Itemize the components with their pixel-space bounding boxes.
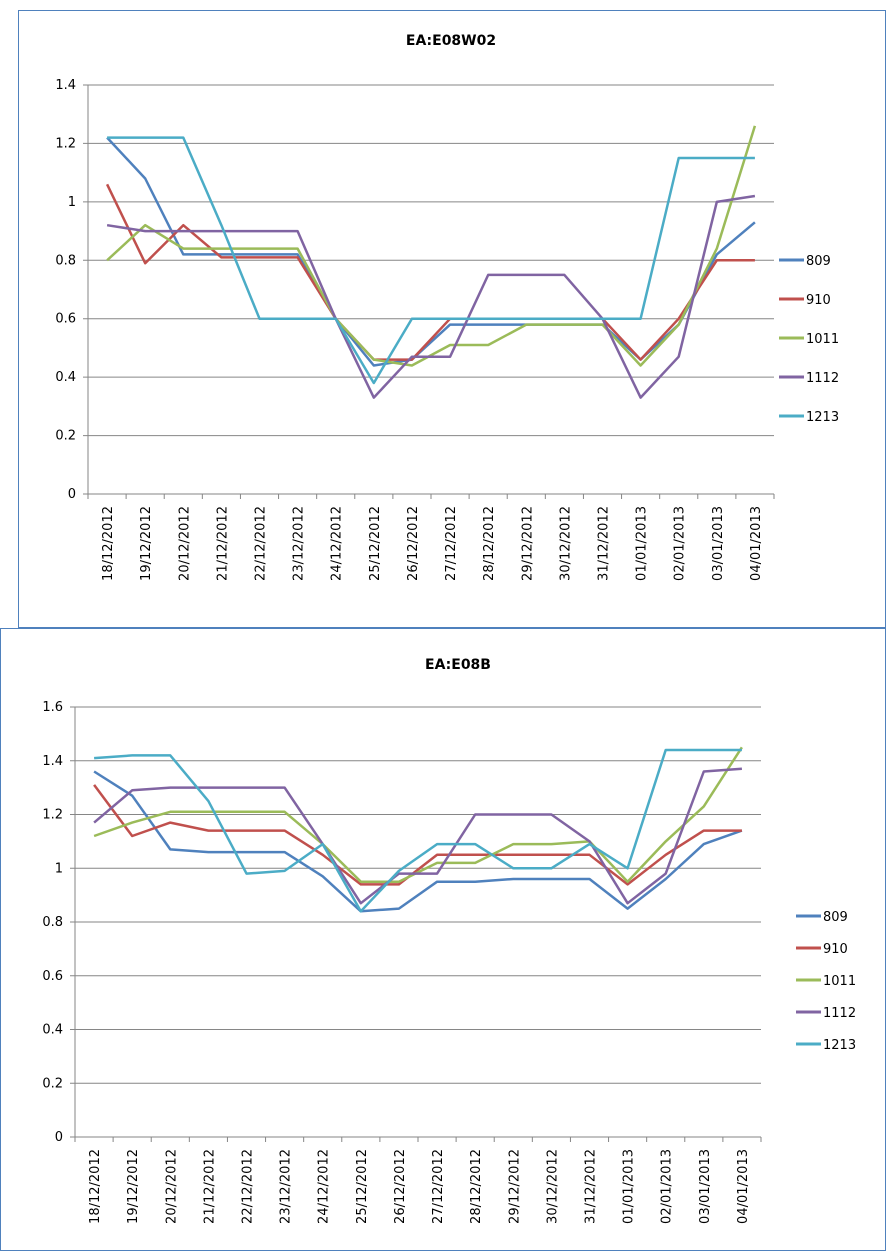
series-line-910 bbox=[93, 784, 742, 886]
y-tick-label: 0 bbox=[55, 1130, 63, 1145]
series-line-1213 bbox=[94, 748, 742, 913]
y-tick-label: 0.2 bbox=[42, 1076, 63, 1091]
legend-label: 910 bbox=[823, 942, 848, 957]
x-tick-label: 18/12/2012 bbox=[88, 1149, 103, 1224]
x-tick-label: 28/12/2012 bbox=[482, 506, 497, 581]
legend-label: 1112 bbox=[823, 1006, 856, 1021]
x-tick-label: 03/01/2013 bbox=[698, 1149, 713, 1224]
x-tick-label: 22/12/2012 bbox=[254, 506, 269, 581]
x-tick-label: 23/12/2012 bbox=[292, 506, 307, 581]
x-tick-label: 03/01/2013 bbox=[711, 506, 726, 581]
series-line-1011 bbox=[106, 125, 757, 367]
series-line-910 bbox=[105, 183, 755, 361]
x-tick-label: 27/12/2012 bbox=[444, 506, 459, 581]
legend-label: 1011 bbox=[823, 974, 856, 989]
x-tick-label: 26/12/2012 bbox=[393, 1149, 408, 1224]
x-tick-label: 21/12/2012 bbox=[215, 506, 230, 581]
series-line-1112 bbox=[93, 767, 742, 905]
x-tick-label: 19/12/2012 bbox=[139, 506, 154, 581]
legend-label: 1011 bbox=[806, 332, 839, 347]
y-tick-label: 0.8 bbox=[55, 253, 76, 268]
chart-title: EA:E08B bbox=[425, 657, 491, 673]
x-tick-label: 23/12/2012 bbox=[279, 1149, 294, 1224]
y-tick-label: 0.8 bbox=[42, 915, 63, 930]
x-tick-label: 20/12/2012 bbox=[164, 1149, 179, 1224]
series-line-809 bbox=[93, 770, 743, 913]
x-tick-label: 25/12/2012 bbox=[355, 1149, 370, 1224]
legend-label: 1213 bbox=[823, 1038, 856, 1053]
y-tick-label: 1.2 bbox=[42, 808, 63, 823]
series-line-1011 bbox=[93, 746, 743, 883]
y-tick-label: 0.2 bbox=[55, 429, 76, 444]
x-tick-label: 18/12/2012 bbox=[101, 506, 116, 581]
legend-label: 910 bbox=[806, 293, 831, 308]
x-tick-label: 19/12/2012 bbox=[126, 1149, 141, 1224]
y-tick-label: 1.6 bbox=[42, 700, 63, 715]
legend-label: 1112 bbox=[806, 371, 839, 386]
chart-panel-e08w02: EA:E08W02 0 0.2 0.4 0.6 0.8 1 1.2 1.4 18/12/2012 1… bbox=[18, 10, 886, 628]
y-tick-label: 0 bbox=[68, 487, 76, 502]
line-chart-e08b: EA:E08B 0 0.2 0.4 0.6 0.8 1 1.2 1.4 1.6 18/12/2012… bbox=[42, 657, 856, 1224]
y-tick-label: 1 bbox=[55, 861, 63, 876]
y-tick-label: 1.2 bbox=[55, 136, 76, 151]
y-tick-label: 0.6 bbox=[42, 969, 63, 984]
series-line-1213 bbox=[107, 136, 755, 385]
y-tick-label: 1 bbox=[68, 195, 76, 210]
x-tick-label: 30/12/2012 bbox=[558, 506, 573, 581]
x-tick-label: 27/12/2012 bbox=[431, 1149, 446, 1224]
chart-title: EA:E08W02 bbox=[406, 33, 496, 49]
x-tick-label: 29/12/2012 bbox=[507, 1149, 522, 1224]
x-tick-label: 24/12/2012 bbox=[317, 1149, 332, 1224]
y-tick-label: 1.4 bbox=[55, 78, 76, 93]
y-tick-label: 0.4 bbox=[42, 1023, 63, 1038]
y-tick-label: 0.6 bbox=[55, 312, 76, 327]
x-tick-label: 31/12/2012 bbox=[597, 506, 612, 581]
x-tick-label: 22/12/2012 bbox=[241, 1149, 256, 1224]
x-tick-label: 20/12/2012 bbox=[177, 506, 192, 581]
legend-label: 1213 bbox=[806, 410, 839, 425]
line-chart-e08w02: EA:E08W02 0 0.2 0.4 0.6 0.8 1 1.2 1.4 18/12/2012 1… bbox=[55, 33, 839, 581]
x-tick-label: 02/01/2013 bbox=[660, 1149, 675, 1224]
chart-panel-e08b: EA:E08B 0 0.2 0.4 0.6 0.8 1 1.2 1.4 1.6 18/12/2012… bbox=[0, 628, 886, 1251]
y-tick-label: 0.4 bbox=[55, 370, 76, 385]
x-tick-label: 01/01/2013 bbox=[635, 506, 650, 581]
x-tick-label: 04/01/2013 bbox=[736, 1149, 751, 1224]
x-tick-label: 04/01/2013 bbox=[749, 506, 764, 581]
x-tick-label: 30/12/2012 bbox=[545, 1149, 560, 1224]
y-tick-label: 1.4 bbox=[42, 754, 63, 769]
x-tick-label: 31/12/2012 bbox=[584, 1149, 599, 1224]
x-tick-label: 24/12/2012 bbox=[330, 506, 345, 581]
x-tick-label: 29/12/2012 bbox=[520, 506, 535, 581]
legend-label: 809 bbox=[806, 254, 831, 269]
x-tick-label: 25/12/2012 bbox=[368, 506, 383, 581]
x-tick-label: 28/12/2012 bbox=[469, 1149, 484, 1224]
x-tick-label: 21/12/2012 bbox=[202, 1149, 217, 1224]
x-tick-label: 26/12/2012 bbox=[406, 506, 421, 581]
series-line-1112 bbox=[106, 194, 756, 399]
legend-label: 809 bbox=[823, 910, 848, 925]
x-tick-label: 02/01/2013 bbox=[673, 506, 688, 581]
x-tick-label: 01/01/2013 bbox=[622, 1149, 637, 1224]
